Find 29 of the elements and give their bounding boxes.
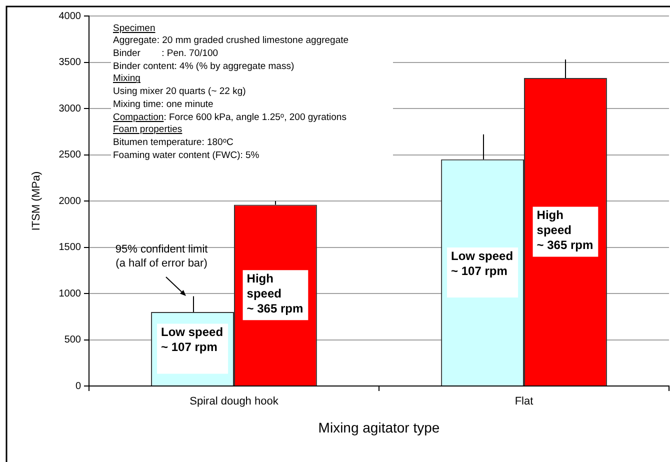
annotation: 95% confident limit (a half of error bar) (115, 243, 208, 270)
y-tick-label: 0 (75, 380, 82, 392)
y-tick-label: 4000 (58, 10, 82, 22)
text: Low speed ~ 107 rpm (161, 325, 224, 354)
annotation: Aggregate: 20 mm graded crushed limestone aggregate (113, 35, 349, 46)
y-tick-label: 1500 (58, 242, 82, 253)
annotation: Specimen (113, 22, 156, 34)
x-axis-title: Mixing agitator type (318, 419, 440, 436)
annotation: Bitumen temperature: 180$^{o}$C (113, 136, 234, 148)
y-tick-label: 3000 (58, 103, 82, 114)
y-tick-label: 3500 (58, 57, 82, 68)
annotation: Foam properties (113, 124, 182, 136)
y-axis-title: ITSM (MPa) (30, 171, 43, 231)
annotation: Using mixer 20 quarts (~ 22 kg) (113, 86, 246, 98)
y-tick-label: 500 (64, 334, 82, 346)
annotation: Compaction: Force 600 kPa, angle 1.25$^{o}$, 200 gyrations (113, 112, 346, 123)
x-tick-label: Flat (514, 396, 534, 408)
x-tick-label: Spiral dough hook (190, 396, 279, 408)
annotation: Foaming water content (FWC): 5% (113, 150, 260, 161)
y-tick-label: 2500 (58, 150, 82, 160)
annotation: Mixing time: one minute (113, 98, 214, 110)
annotation: Binder : Pen. 70/100 (113, 48, 218, 60)
annotation: Mixing (113, 73, 140, 84)
y-tick-label: 2000 (58, 196, 82, 207)
y-tick-label: 1000 (58, 288, 82, 300)
annotation: Binder content: 4% (% by aggregate mass) (113, 60, 294, 72)
text: High speed ~ 365 rpm (246, 271, 304, 316)
series-label: Low speed ~ 107 rpm (451, 248, 514, 278)
series-label: High speed ~ 365 rpm (536, 208, 594, 252)
